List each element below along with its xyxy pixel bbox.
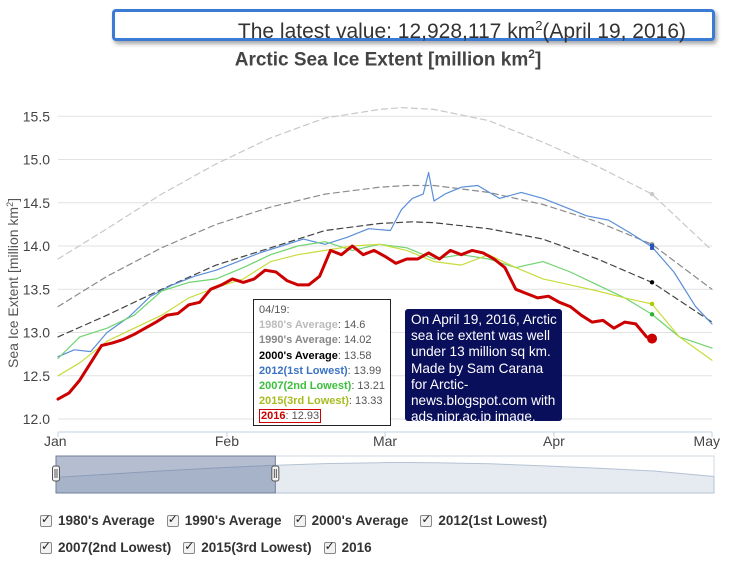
y-tick-label: 12.5: [23, 368, 50, 384]
series-group: [56, 107, 713, 401]
y-tick-label: 13.0: [23, 325, 50, 341]
legend-label: 1980's Average: [58, 513, 155, 528]
chart-title-end: ]: [534, 49, 542, 71]
tooltip-row: 2007(2nd Lowest): 13.21: [259, 379, 385, 394]
latest-value-banner: The latest value: 12,928,117 km2(April 1…: [112, 9, 715, 43]
tooltip-row: 1980's Average: 14.6: [259, 318, 385, 333]
tooltip-row: 2016: 12.93: [259, 409, 385, 424]
legend-label: 2016: [341, 540, 372, 555]
tooltip-row-label: 2000's Average: [259, 349, 338, 362]
tooltip-row-value: : 13.33: [348, 395, 383, 408]
legend-label: 1990's Average: [184, 513, 282, 528]
annotation-box: On April 19, 2016, Arctic sea ice extent…: [405, 309, 562, 424]
y-tick-label: 14.5: [23, 195, 50, 211]
legend-item-1990-s-average[interactable]: 1990's Average: [166, 507, 282, 534]
marker-2015-3rd-lowest[interactable]: [649, 301, 655, 307]
y-axis-label-sup: 2: [5, 202, 15, 207]
x-tick-label: Apr: [543, 433, 565, 449]
y-axis-label-text: Sea Ice Extent [million km: [5, 207, 21, 368]
y-tick-label: 13.5: [23, 281, 50, 297]
marker-2012-1st-lowest[interactable]: [650, 243, 655, 250]
tooltip-row-label: 2007(2nd Lowest): [259, 380, 352, 393]
y-tick-label: 15.0: [23, 152, 50, 168]
y-tick-label: 15.5: [23, 108, 50, 124]
legend-item-2015-3rd-lowest[interactable]: 2015(3rd Lowest): [183, 534, 312, 561]
legend-label: 2012(1st Lowest): [438, 513, 548, 528]
tooltip-row-value: : 12.93: [285, 410, 320, 423]
series-line-2012-1st-lowest[interactable]: [57, 171, 713, 358]
series-line-2016[interactable]: [56, 244, 654, 401]
legend-checkbox[interactable]: [293, 512, 306, 527]
legend: 1980's Average 1990's Average 2000's Avera…: [40, 507, 720, 561]
legend-checkbox[interactable]: [420, 512, 433, 527]
x-tick-label: Feb: [215, 433, 239, 449]
series-line-1990-s-average[interactable]: [57, 184, 713, 308]
legend-item-2000-s-average[interactable]: 2000's Average: [293, 507, 409, 534]
legend-item-2012-1st-lowest[interactable]: 2012(1st Lowest): [420, 507, 547, 534]
legend-item-2007-2nd-lowest[interactable]: 2007(2nd Lowest): [40, 534, 171, 561]
navigator-series: [55, 461, 715, 494]
legend-item-2016[interactable]: 2016: [323, 534, 372, 561]
tooltip-row-value: : 14.02: [337, 334, 372, 347]
legend-label: 2015(3rd Lowest): [201, 540, 312, 555]
tooltip-row-label: 1990's Average: [259, 334, 338, 347]
latest-value-suffix: (April 19, 2016): [542, 20, 686, 43]
navigator[interactable]: [52, 455, 715, 494]
latest-value-sup: 2: [535, 18, 543, 33]
tooltip-row-value: : 13.58: [337, 349, 372, 362]
tooltip-row: 2012(1st Lowest): 13.99: [259, 364, 385, 379]
tooltip-row: 1990's Average: 14.02: [259, 333, 385, 348]
tooltip-row: 2015(3rd Lowest): 13.33: [259, 394, 385, 409]
legend-checkbox[interactable]: [40, 512, 52, 527]
navigator-selection[interactable]: [55, 455, 276, 494]
tooltip-2016-highlight: 2016: 12.93: [259, 409, 322, 424]
chart-svg[interactable]: 12.0 12.5 13.0 13.5 14.0 14.5 15.0 15.5 Jan Feb M…: [0, 0, 730, 500]
legend-checkbox[interactable]: [323, 539, 336, 554]
markers-group: [647, 191, 658, 344]
legend-row: 1980's Average 1990's Average 2000's Avera…: [40, 507, 720, 534]
legend-checkbox[interactable]: [183, 539, 196, 554]
tooltip-row-label: 2012(1st Lowest): [259, 364, 348, 377]
tooltip: 04/19: 1980's Average: 14.6 1990's Averag…: [253, 299, 391, 426]
tooltip-rows: 1980's Average: 14.6 1990's Average: 14.0…: [259, 318, 385, 424]
legend-checkbox[interactable]: [40, 539, 52, 554]
x-tick-label: Jan: [44, 433, 67, 449]
series-line-1980-s-average[interactable]: [57, 107, 713, 260]
chart-title-text: Arctic Sea Ice Extent [million km: [234, 49, 529, 71]
legend-label: 2007(2nd Lowest): [58, 540, 172, 555]
tooltip-row-label: 2015(3rd Lowest): [259, 395, 349, 408]
legend-row: 2007(2nd Lowest) 2015(3rd Lowest) 2016: [40, 534, 720, 561]
marker-2016[interactable]: [647, 333, 658, 344]
tooltip-date: 04/19:: [259, 304, 290, 316]
chart-title-sup: 2: [528, 47, 535, 61]
legend-item-1980-s-average[interactable]: 1980's Average: [40, 507, 155, 534]
marker-2000-s-average[interactable]: [649, 280, 655, 285]
y-tick-label: 12.0: [23, 411, 50, 427]
x-tick-label: May: [694, 433, 720, 449]
navigator-handle-right[interactable]: [271, 465, 280, 482]
navigator-handle-left[interactable]: [52, 465, 60, 482]
latest-value-prefix: The latest value: 12,928,117 km: [237, 20, 536, 43]
series-line-2015-3rd-lowest[interactable]: [57, 243, 713, 377]
tooltip-row: 2000's Average: 13.58: [259, 349, 385, 364]
tooltip-row-value: : 14.6: [337, 319, 366, 332]
marker-2007-2nd-lowest[interactable]: [649, 312, 655, 317]
x-tick-label: Mar: [373, 433, 397, 449]
marker-1980-s-average[interactable]: [649, 191, 655, 197]
tooltip-row-label: 2016: [261, 410, 286, 423]
chart-title: Arctic Sea Ice Extent [million km2]: [0, 47, 730, 71]
tooltip-row-value: : 13.21: [351, 380, 385, 393]
tooltip-row-label: 1980's Average: [259, 319, 338, 332]
y-axis: 12.0 12.5 13.0 13.5 14.0 14.5 15.0 15.5: [23, 108, 50, 427]
tooltip-row-value: : 13.99: [347, 364, 382, 377]
y-axis-label: Sea Ice Extent [million km2]: [5, 198, 21, 368]
y-axis-label-end: ]: [5, 198, 21, 202]
legend-checkbox[interactable]: [166, 512, 179, 527]
y-tick-label: 14.0: [23, 238, 50, 254]
legend-label: 2000's Average: [311, 513, 409, 528]
x-axis: Jan Feb Mar Apr May: [44, 431, 720, 449]
